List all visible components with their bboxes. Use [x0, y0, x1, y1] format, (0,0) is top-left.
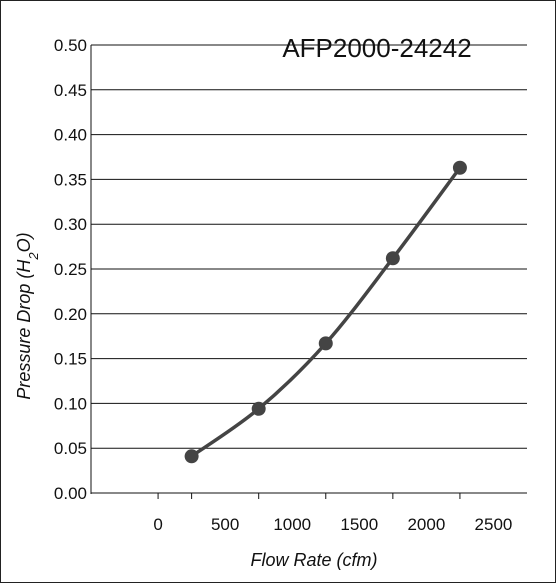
data-series [184, 160, 467, 464]
y-tick-label: 0.25 [54, 260, 87, 279]
x-tick-label: 2000 [407, 515, 445, 534]
y-axis-label: Pressure Drop (H2O) [14, 232, 41, 399]
y-tick-label: 0.35 [54, 170, 87, 189]
y-tick-label: 0.40 [54, 126, 87, 145]
y-tick-labels: 0.00 0.05 0.10 0.15 0.20 0.25 0.30 0.35 0.40 0.45… [54, 36, 87, 503]
data-point-marker [184, 449, 199, 464]
y-axis-label-prefix: Pressure Drop (H [14, 259, 34, 400]
data-point-marker [452, 160, 467, 175]
x-tick-label: 500 [211, 515, 239, 534]
x-tick-label: 1000 [273, 515, 311, 534]
axes [90, 45, 461, 499]
y-tick-label: 0.00 [54, 484, 87, 503]
x-tick-label: 0 [153, 515, 162, 534]
chart-title: AFP2000-24242 [282, 33, 471, 63]
y-axis-label-subscript: 2 [26, 252, 41, 261]
grid-lines [91, 44, 527, 494]
data-point-marker [251, 401, 266, 416]
data-point-marker [385, 251, 400, 266]
y-tick-label: 0.20 [54, 305, 87, 324]
x-tick-labels: 0 500 1000 1500 2000 2500 [153, 515, 512, 534]
y-tick-label: 0.05 [54, 439, 87, 458]
data-point-marker [318, 336, 333, 351]
y-axis-label-suffix: O) [14, 232, 34, 252]
x-tick-label: 2500 [475, 515, 513, 534]
y-tick-label: 0.30 [54, 215, 87, 234]
x-tick-label: 1500 [340, 515, 378, 534]
x-axis-label: Flow Rate (cfm) [250, 550, 377, 570]
y-tick-label: 0.50 [54, 36, 87, 55]
y-tick-label: 0.45 [54, 81, 87, 100]
y-tick-label: 0.15 [54, 350, 87, 369]
series-line [190, 166, 462, 458]
y-tick-label: 0.10 [54, 394, 87, 413]
